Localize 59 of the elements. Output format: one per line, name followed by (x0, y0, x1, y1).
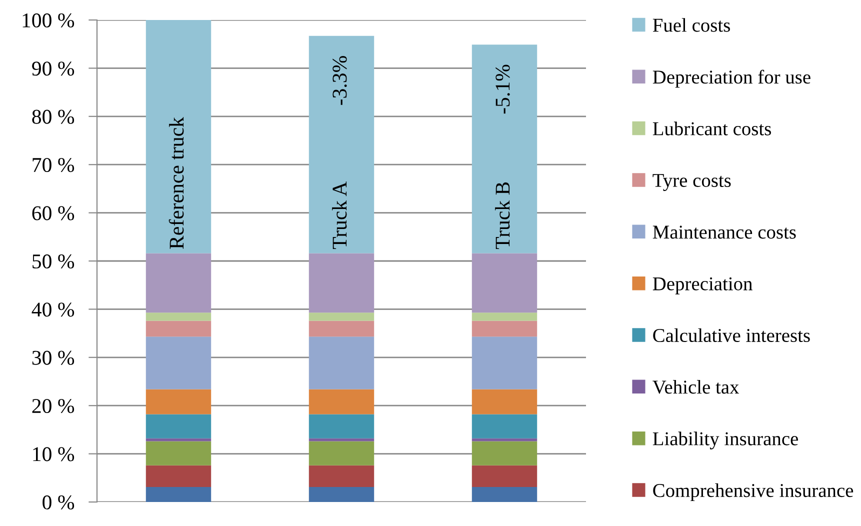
bar (146, 20, 212, 254)
bar (146, 487, 212, 502)
legend-label: Tyre costs (652, 174, 731, 192)
legend-label: Calculative interests (653, 328, 810, 342)
bar (146, 336, 212, 390)
bar (472, 320, 538, 337)
bar (308, 438, 374, 442)
y-tick-label: 90 % (32, 62, 74, 76)
bar (308, 320, 374, 337)
bar (308, 414, 374, 438)
bar (472, 487, 538, 502)
annotation: -3.3% (332, 56, 347, 105)
bar (146, 465, 212, 488)
bar (308, 36, 374, 254)
legend-label: Liability insurance (652, 432, 798, 450)
bar (472, 465, 538, 488)
bar (472, 253, 538, 313)
y-tick-label: 40 % (32, 302, 74, 317)
y-tick-label: 30 % (32, 350, 74, 365)
bar (146, 389, 212, 414)
bar (308, 487, 374, 502)
legend-label: Depreciation for use (652, 70, 810, 88)
bar (146, 312, 212, 321)
bar (472, 44, 538, 254)
legend-label: Maintenance costs (652, 226, 796, 239)
legend-label: Depreciation (652, 277, 752, 294)
bar (146, 414, 212, 438)
x-tick-label: Truck A (332, 181, 347, 250)
y-tick-label: 10 % (33, 447, 74, 462)
legend-label: Comprehensive insurance (653, 483, 854, 502)
legend-label: Vehicle tax (652, 380, 740, 394)
y-tick-label: 20 % (32, 398, 74, 414)
bar (146, 438, 212, 442)
bar (472, 336, 538, 390)
y-tick-label: 60 % (32, 206, 74, 220)
bar (146, 253, 212, 313)
bar (472, 441, 538, 466)
legend-label: Fuel costs (652, 18, 730, 32)
y-tick-label: 100 % (22, 13, 74, 28)
x-tick-label: Reference truck (168, 116, 184, 249)
bar (146, 320, 212, 337)
x-tick-label: Truck B (495, 182, 510, 250)
y-tick-label: 0 % (42, 495, 74, 510)
bar (146, 441, 212, 466)
bar (308, 253, 374, 313)
bar (472, 312, 538, 321)
bar (308, 441, 374, 466)
annotation: -5.1% (496, 64, 510, 114)
bar (308, 336, 374, 390)
legend-label: Lubricant costs (652, 122, 771, 136)
bar (308, 465, 374, 488)
bar (472, 414, 538, 438)
bar (472, 438, 538, 442)
bar (308, 389, 374, 414)
y-tick-label: 50 % (32, 254, 74, 268)
y-tick-label: 80 % (32, 110, 74, 124)
y-tick-label: 70 % (32, 158, 74, 172)
bar (472, 389, 538, 414)
bar (308, 312, 374, 321)
